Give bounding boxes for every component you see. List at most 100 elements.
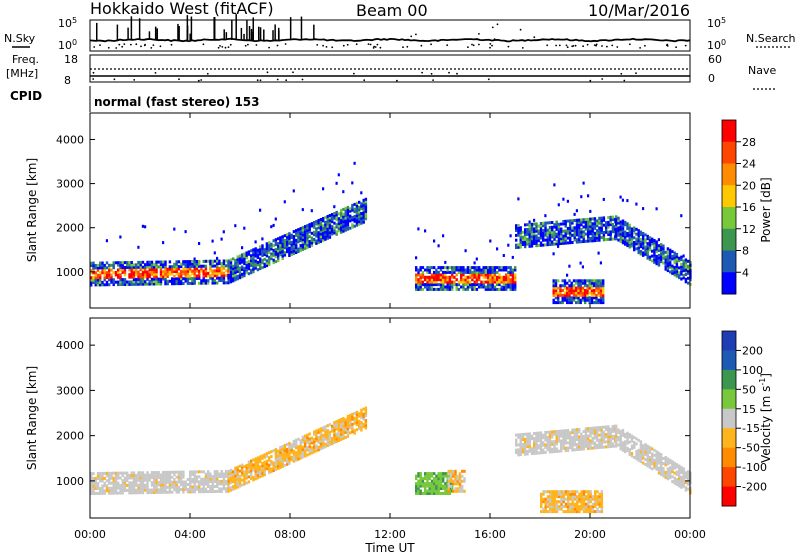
heatmap-cell [602,291,605,295]
heatmap-cell [587,427,590,431]
heatmap-cell [308,442,311,446]
heatmap-cell [590,291,594,295]
heatmap-cell [193,272,196,276]
heatmap-cell [657,263,661,267]
heatmap-cell [435,270,438,274]
heatmap-cell [575,301,578,305]
x-tick-label: 12:00 [374,528,406,541]
heatmap-cell [245,481,248,485]
heatmap-cell [360,214,363,218]
heatmap-cell [584,298,587,302]
heatmap-cell [128,273,131,277]
heatmap-cell [263,455,266,459]
heatmap-cell [544,231,547,235]
heatmap-cell [326,234,329,238]
heatmap-cell [159,488,163,492]
noise-dot [202,43,205,46]
heatmap-cell [535,444,538,448]
heatmap-cell [560,432,563,436]
heatmap-cell [137,263,140,267]
heatmap-cell [191,485,194,489]
heatmap-cell [526,450,529,453]
heatmap-cell [415,278,418,282]
heatmap-cell [433,487,436,490]
heatmap-cell [259,262,262,266]
heatmap-cell [517,197,520,201]
heatmap-cell [619,439,622,443]
heatmap-cell [555,449,558,453]
heatmap-cell [150,282,154,286]
heatmap-cell [353,202,356,206]
heatmap-cell [496,287,499,291]
heatmap-cell [119,484,122,488]
heatmap-cell [590,279,594,283]
heatmap-cell [220,262,223,265]
heatmap-cell [184,274,187,278]
colorbar-swatch [722,185,736,208]
heatmap-cell [261,266,264,270]
heatmap-cell [577,289,580,292]
heatmap-cell [596,234,599,237]
heatmap-cell [417,484,420,488]
heatmap-cell [644,245,647,249]
heatmap-cell [108,283,111,287]
heatmap-cell [584,291,587,295]
heatmap-cell [295,441,298,445]
heatmap-cell [580,240,583,244]
heatmap-cell [148,473,151,477]
heatmap-cell [216,470,219,473]
heatmap-cell [132,488,136,492]
heatmap-cell [560,447,563,450]
heatmap-cell [238,276,242,280]
heatmap-cell [678,256,681,260]
heatmap-cell [671,462,674,466]
heatmap-cell [591,495,595,499]
heatmap-cell [540,495,543,499]
heatmap-cell [344,221,347,225]
colorbar-tick-label: 12 [742,223,756,236]
heatmap-cell [317,240,320,244]
power-heatmap-cells [90,161,692,305]
heatmap-cell [218,487,221,491]
heatmap-cell [444,278,447,282]
heatmap-cell [353,419,356,423]
heatmap-cell [599,261,602,265]
heatmap-cell [103,491,106,495]
heatmap-cell [639,245,643,249]
noise-dot [227,46,230,48]
heatmap-cell [315,234,318,238]
heatmap-cell [274,468,278,471]
heatmap-cell [135,277,138,281]
heatmap-cell [619,223,622,226]
heatmap-cell [555,490,559,494]
heatmap-cell [559,291,562,295]
heatmap-cell [94,266,97,270]
heatmap-cell [666,252,670,256]
heatmap-cell [648,451,652,454]
heatmap-cell [121,266,124,269]
noise-dot [373,45,375,48]
heatmap-cell [637,243,640,247]
heatmap-cell [626,199,629,203]
heatmap-cell [584,225,588,229]
heatmap-cell [335,215,338,219]
heatmap-cell [588,279,591,283]
heatmap-cell [308,225,311,229]
heatmap-cell [653,463,656,467]
heatmap-cell [542,492,545,496]
heatmap-cell [279,245,282,249]
heatmap-cell [213,470,217,474]
heatmap-cell [241,255,244,259]
heatmap-cell [509,234,512,238]
heatmap-cell [207,472,210,476]
heatmap-cell [578,240,581,244]
heatmap-cell [528,235,531,239]
heatmap-cell [684,260,688,264]
heatmap-cell [437,283,440,287]
heatmap-cell [662,254,665,258]
heatmap-cell [585,497,588,501]
heatmap-cell [211,279,214,283]
heatmap-cell [666,254,670,258]
heatmap-cell [364,424,368,427]
